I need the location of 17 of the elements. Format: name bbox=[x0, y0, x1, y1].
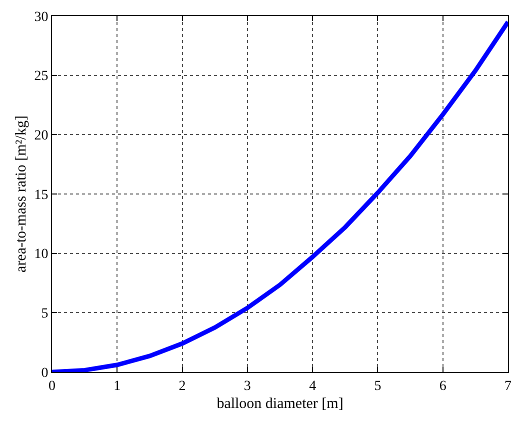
x-tick-label: 5 bbox=[374, 378, 382, 394]
y-tick-label: 10 bbox=[34, 247, 48, 262]
x-tick-label: 4 bbox=[309, 378, 316, 394]
y-tick-label: 30 bbox=[34, 10, 48, 25]
x-tick-label: 3 bbox=[244, 378, 251, 394]
x-tick-label: 6 bbox=[439, 378, 446, 394]
x-axis-title: balloon diameter [m] bbox=[216, 396, 344, 412]
x-tick-label: 1 bbox=[114, 378, 121, 394]
y-axis-title: area-to-mass ratio [m²/kg] bbox=[13, 116, 30, 272]
y-tick-label: 5 bbox=[41, 306, 48, 322]
y-tick-label: 0 bbox=[41, 366, 48, 381]
x-tick-label: 2 bbox=[178, 378, 186, 394]
y-tick-label: 25 bbox=[34, 69, 48, 84]
y-tick-label: 15 bbox=[34, 188, 48, 203]
y-tick-label: 20 bbox=[34, 128, 48, 144]
line-series bbox=[52, 20, 508, 372]
x-tick-label: 7 bbox=[504, 378, 512, 394]
